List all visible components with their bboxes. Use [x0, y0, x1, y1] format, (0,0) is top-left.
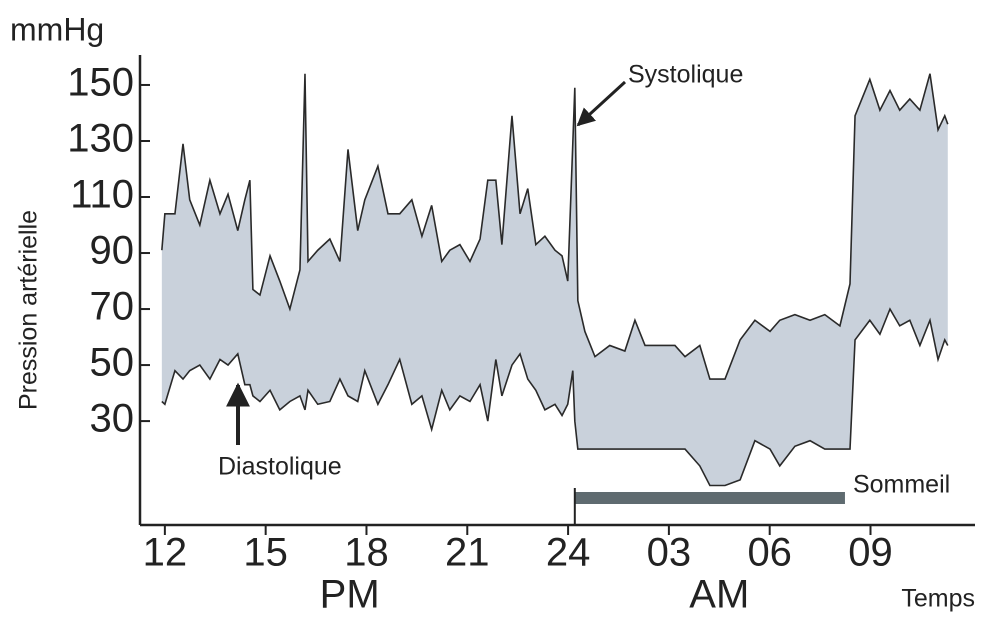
diastolic-label: Diastolique [218, 453, 342, 481]
series-line [161, 73, 949, 380]
x-tick-label: 09 [848, 531, 893, 575]
sleep-label: Sommeil [853, 471, 950, 499]
x-tick-label: 18 [344, 531, 389, 575]
y-tick-label: 150 [67, 61, 134, 105]
x-tick-label: 06 [747, 531, 792, 575]
y-unit: mmHg [10, 11, 104, 47]
y-tick-label: 70 [90, 285, 135, 329]
y-tick-label: 30 [90, 397, 135, 441]
x-tick-label: 21 [445, 531, 490, 575]
series-line [161, 307, 949, 487]
y-axis-label: Pression artérielle [15, 210, 43, 410]
systolic-label: Systolique [628, 61, 743, 89]
period-label: PM [320, 573, 380, 617]
y-tick-label: 130 [67, 117, 134, 161]
range-fill [161, 73, 948, 486]
sleep-bar [574, 492, 845, 504]
x-tick-label: 15 [243, 531, 288, 575]
x-tick-label: 03 [647, 531, 692, 575]
x-tick-label: 24 [546, 531, 591, 575]
y-tick-label: 90 [90, 229, 135, 273]
x-tick-label: 12 [143, 531, 188, 575]
y-tick-label: 50 [90, 341, 135, 385]
x-axis-label: Temps [901, 585, 975, 613]
y-tick-label: 110 [70, 173, 134, 217]
period-label: AM [689, 573, 749, 617]
systolic-arrow [576, 80, 627, 127]
